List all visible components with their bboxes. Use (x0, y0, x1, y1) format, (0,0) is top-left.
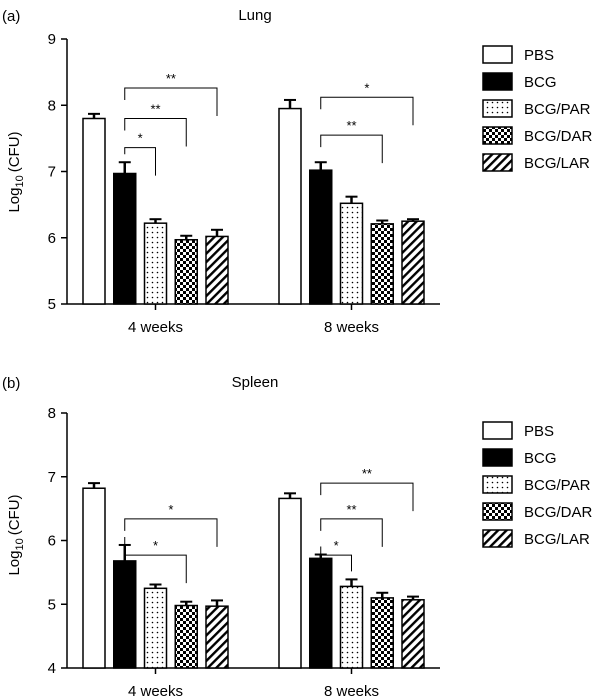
legend-label: BCG (524, 450, 557, 467)
legend-swatch (482, 421, 513, 440)
bar-bcg-dar (370, 223, 394, 305)
significance-label: * (364, 80, 369, 95)
significance-bracket (320, 96, 414, 126)
significance-bracket (124, 147, 156, 176)
legend-swatch (482, 529, 513, 548)
panel-lung: (a) Lung Log10 (CFU) 5 6 7 8 9 4 weeks 8 weeks *… (2, 7, 593, 336)
legend-label: BCG (524, 74, 557, 91)
legend-swatch (482, 502, 513, 521)
legend-label: BCG/PAR (524, 477, 591, 494)
significance-label: * (334, 538, 339, 553)
bar-bcg-lar (401, 220, 425, 305)
panel-b-ylabel-sub: 10 (14, 538, 26, 550)
bar-bcg-lar (401, 599, 425, 669)
y-tick-label: 8 (48, 405, 56, 422)
panel-b-ylabel: Log10 (CFU) (6, 494, 26, 575)
bar-bcg (113, 172, 137, 305)
y-tick-label: 6 (48, 533, 56, 550)
legend-swatch (482, 45, 513, 64)
bar-pbs (82, 117, 106, 305)
y-tick-label: 4 (48, 660, 56, 677)
bar-bcg-dar (174, 238, 198, 305)
bar-bcg-par (143, 587, 168, 669)
bar-pbs (278, 497, 302, 669)
legend-swatch (482, 126, 513, 145)
significance-bracket (320, 518, 383, 547)
significance-bracket (124, 536, 187, 584)
legend-swatch (482, 72, 513, 91)
legend-label: BCG/PAR (524, 101, 591, 118)
significance-label: ** (166, 71, 176, 86)
significance-bracket (320, 546, 352, 572)
y-tick-label: 6 (48, 230, 56, 247)
legend-swatch (482, 448, 513, 467)
significance-label: ** (362, 466, 372, 481)
y-tick-label: 5 (48, 296, 56, 313)
panel-b-title: Spleen (232, 374, 279, 391)
bar-bcg-dar (370, 597, 394, 669)
legend-swatch (482, 99, 513, 118)
bar-bcg (309, 557, 333, 669)
legend-label: BCG/LAR (524, 531, 590, 548)
legend-label: PBS (524, 423, 554, 440)
bar-bcg-par (143, 222, 168, 305)
significance-bracket (124, 518, 218, 547)
panel-a-ylabel-unit: (CFU) (6, 131, 23, 172)
panel-a-label: (a) (2, 8, 20, 25)
panel-b-ylabel-base: Log (6, 551, 23, 576)
significance-bracket (320, 482, 414, 512)
x-tick-label: 8 weeks (324, 319, 379, 336)
panel-b-label: (b) (2, 375, 20, 392)
significance-bracket (124, 87, 218, 117)
significance-label: * (168, 502, 173, 517)
legend-label: BCG/DAR (524, 504, 593, 521)
bar-bcg-par (339, 202, 364, 305)
y-tick-label: 8 (48, 97, 56, 114)
x-tick-label: 8 weeks (324, 683, 379, 697)
significance-bracket (124, 118, 187, 147)
panel-a-ylabel: Log10 (CFU) (6, 131, 26, 212)
panel-a-ylabel-base: Log (6, 188, 23, 213)
legend-label: BCG/DAR (524, 128, 593, 145)
y-tick-label: 7 (48, 164, 56, 181)
legend-label: BCG/LAR (524, 155, 590, 172)
y-tick-label: 5 (48, 596, 56, 613)
legend-label: PBS (524, 47, 554, 64)
bar-bcg-lar (205, 605, 229, 669)
legend-swatch (482, 153, 513, 172)
y-tick-label: 7 (48, 469, 56, 486)
bar-pbs (278, 107, 302, 305)
significance-label: ** (346, 502, 356, 517)
bar-bcg-lar (205, 235, 229, 305)
significance-label: ** (150, 102, 160, 117)
bar-bcg-par (339, 585, 364, 669)
significance-label: * (138, 131, 143, 146)
significance-label: ** (346, 118, 356, 133)
bar-bcg (309, 169, 333, 305)
x-tick-label: 4 weeks (128, 319, 183, 336)
panel-b-legend: PBS BCG BCG/PAR BCG/DAR BCG/LAR (482, 421, 593, 548)
panel-a-legend: PBS BCG BCG/PAR BCG/DAR BCG/LAR (482, 45, 593, 172)
bar-bcg (113, 560, 137, 669)
legend-swatch (482, 475, 513, 494)
panel-spleen: (b) Spleen Log10 (CFU) 4 5 6 7 8 4 weeks 8 week… (2, 374, 593, 697)
significance-label: * (153, 538, 158, 553)
y-tick-label: 9 (48, 31, 56, 48)
x-tick-label: 4 weeks (128, 683, 183, 697)
panel-a-ylabel-sub: 10 (14, 175, 26, 187)
significance-bracket (320, 134, 383, 164)
bar-bcg-dar (174, 604, 198, 669)
panel-b-ylabel-unit: (CFU) (6, 494, 23, 535)
bar-pbs (82, 487, 106, 669)
panel-a-title: Lung (238, 7, 271, 24)
